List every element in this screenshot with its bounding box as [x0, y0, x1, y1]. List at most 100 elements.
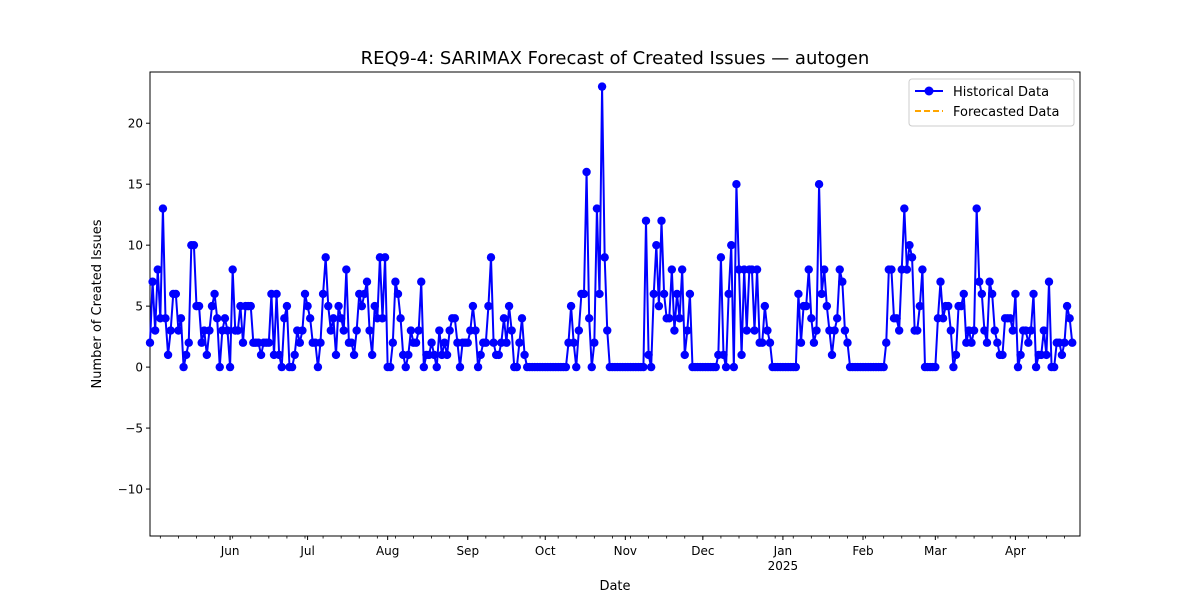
data-point: [980, 326, 989, 335]
data-point: [499, 314, 509, 323]
data-point: [295, 338, 305, 347]
data-point: [902, 265, 912, 274]
data-point: [401, 362, 410, 372]
data-point: [515, 338, 524, 347]
data-point: [163, 350, 173, 360]
data-point: [646, 362, 656, 372]
data-point: [148, 277, 157, 286]
data-point: [987, 289, 997, 299]
data-point: [202, 350, 212, 360]
data-point: [298, 326, 307, 335]
data-point: [840, 326, 850, 335]
x-tick-label: Apr: [1005, 544, 1026, 558]
data-point: [603, 326, 612, 335]
data-point: [675, 314, 684, 323]
data-point: [794, 289, 803, 299]
y-axis-label: Number of Created Issues: [90, 219, 105, 388]
data-point: [207, 301, 217, 311]
data-point: [272, 289, 281, 299]
data-point: [205, 326, 214, 335]
data-point: [455, 362, 465, 372]
data-point: [476, 350, 485, 360]
data-point: [440, 338, 449, 347]
data-point: [918, 265, 927, 274]
data-point: [1065, 314, 1074, 323]
data-point: [329, 314, 338, 323]
data-point: [339, 326, 348, 335]
data-point: [716, 253, 726, 262]
data-point: [233, 326, 243, 335]
data-point: [274, 350, 284, 360]
x-tick-label: Mar: [924, 544, 947, 558]
data-point: [256, 350, 266, 360]
data-point: [512, 362, 522, 372]
data-point: [386, 362, 395, 372]
data-point: [892, 314, 901, 323]
data-point: [215, 362, 224, 372]
chart-title: REQ9-4: SARIMAX Forecast of Created Issu…: [361, 48, 870, 69]
data-point: [946, 326, 956, 335]
data-point: [641, 216, 651, 225]
data-point: [750, 326, 759, 335]
data-point: [683, 326, 692, 335]
data-point: [659, 289, 669, 299]
data-point: [161, 314, 170, 323]
data-point: [587, 362, 596, 372]
data-point: [990, 326, 999, 335]
data-point: [657, 216, 666, 225]
data-point: [817, 289, 826, 299]
data-point: [277, 362, 286, 372]
data-point: [742, 326, 751, 335]
data-point: [331, 350, 341, 360]
data-point: [652, 240, 661, 250]
y-tick-label: −10: [118, 483, 143, 497]
data-point: [406, 326, 416, 335]
data-point: [727, 240, 736, 250]
data-point: [574, 326, 584, 335]
data-point: [357, 301, 367, 311]
data-point: [804, 265, 813, 274]
data-point: [197, 338, 206, 347]
data-point: [1029, 289, 1038, 299]
data-point: [380, 253, 390, 262]
y-axis-ticks: −10 −5 0 5 10 15 20: [118, 117, 150, 497]
data-point: [212, 314, 222, 323]
x-tick-year-label: 2025: [768, 559, 799, 573]
data-point: [801, 301, 811, 311]
data-point: [835, 265, 844, 274]
data-point: [313, 362, 323, 372]
data-point: [951, 350, 961, 360]
data-point: [432, 362, 441, 372]
x-tick-label: Jan: [773, 544, 793, 558]
data-point: [1026, 326, 1036, 335]
data-point: [1031, 362, 1041, 372]
data-point: [181, 350, 191, 360]
data-point: [967, 338, 976, 347]
data-point: [584, 314, 594, 323]
data-point: [150, 326, 160, 335]
data-point: [388, 338, 398, 347]
data-point: [287, 362, 297, 372]
x-tick-label: Feb: [852, 544, 873, 558]
data-point: [166, 326, 175, 335]
data-point: [579, 289, 589, 299]
data-point: [1008, 326, 1018, 335]
data-point: [672, 289, 682, 299]
data-point: [419, 362, 429, 372]
data-point: [814, 179, 824, 189]
data-point: [956, 301, 966, 311]
data-point: [342, 265, 351, 274]
data-point: [572, 362, 581, 372]
data-point: [719, 350, 728, 360]
data-point: [907, 253, 917, 262]
data-point: [1042, 350, 1051, 360]
data-point: [1068, 338, 1077, 347]
data-point: [882, 338, 891, 347]
data-point: [367, 350, 377, 360]
data-point: [820, 265, 829, 274]
data-point: [280, 314, 289, 323]
data-point: [321, 253, 330, 262]
data-point: [417, 277, 426, 286]
